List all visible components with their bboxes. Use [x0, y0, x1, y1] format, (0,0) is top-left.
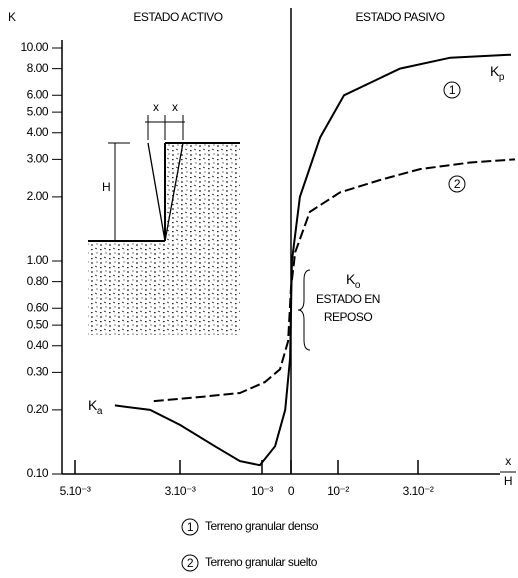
data-line: [114, 53, 512, 467]
region-label: ESTADO PASIVO: [355, 10, 444, 24]
x-tick-label: 10⁻²: [327, 484, 349, 498]
y-tick-label: 2.00: [27, 189, 49, 203]
y-tick-label: 4.00: [27, 125, 49, 139]
series-marker-label: 2: [454, 177, 461, 191]
y-tick-label: 0.20: [27, 402, 49, 416]
legend-marker-label: 2: [187, 556, 194, 570]
y-tick-label: 0.30: [27, 365, 49, 379]
annotation-sub: o: [355, 280, 361, 291]
y-tick-label: 10.00: [20, 40, 48, 54]
y-tick-label: 0.50: [27, 317, 49, 331]
x-axis-label: x: [505, 454, 511, 468]
legend-label: Terreno granular denso: [205, 519, 319, 533]
region-label: ESTADO ACTIVO: [133, 10, 222, 24]
data-line: [153, 158, 516, 403]
y-tick-label: 8.00: [27, 61, 49, 75]
annotation-main: K: [88, 397, 98, 413]
inset-label: H: [102, 180, 110, 194]
inset-diagram: H x x: [88, 100, 240, 335]
legend-marker: [181, 518, 199, 536]
y-tick-label: 3.00: [27, 152, 49, 166]
annotation: REPOSO: [324, 310, 373, 324]
y-tick-label: 5.00: [27, 104, 49, 118]
inset-label: x: [153, 100, 159, 114]
x-tick-label: 3.10⁻²: [403, 484, 434, 498]
y-tick-label: 0.80: [27, 274, 49, 288]
y-tick-label: 0.10: [27, 466, 49, 480]
wedge-line: [147, 142, 166, 242]
x-tick-label: 10⁻³: [251, 484, 273, 498]
series-marker-label: 1: [449, 83, 456, 97]
annotation: Ko: [346, 271, 361, 291]
y-axis-label: K: [8, 10, 16, 24]
annotation: ESTADO EN: [316, 292, 380, 306]
x-axis-label: H: [504, 474, 512, 488]
legend-marker-label: 1: [187, 520, 194, 534]
x-tick-label: 3.10⁻³: [165, 484, 196, 498]
inset-label: x: [172, 100, 178, 114]
series-marker: [448, 175, 466, 193]
annotation: Ka: [88, 397, 103, 417]
annotation: Kp: [490, 63, 505, 83]
x-tick-label: 5.10⁻³: [60, 484, 91, 498]
annotation-main: K: [490, 63, 500, 79]
y-tick-label: 1.00: [27, 253, 49, 267]
y-tick-label: 0.40: [27, 338, 49, 352]
brace: [297, 269, 311, 351]
legend-marker: [181, 554, 199, 572]
legend-label: Terreno granular suelto: [205, 555, 318, 569]
annotation-main: K: [346, 271, 356, 287]
soil: [88, 143, 240, 335]
y-tick-label: 0.60: [27, 300, 49, 314]
series-marker: [443, 81, 461, 99]
wedge-line: [164, 142, 184, 242]
annotation-sub: a: [97, 406, 103, 417]
annotation-sub: p: [499, 72, 505, 83]
x-tick-label: 0: [288, 484, 295, 498]
y-tick-label: 6.00: [27, 87, 49, 101]
